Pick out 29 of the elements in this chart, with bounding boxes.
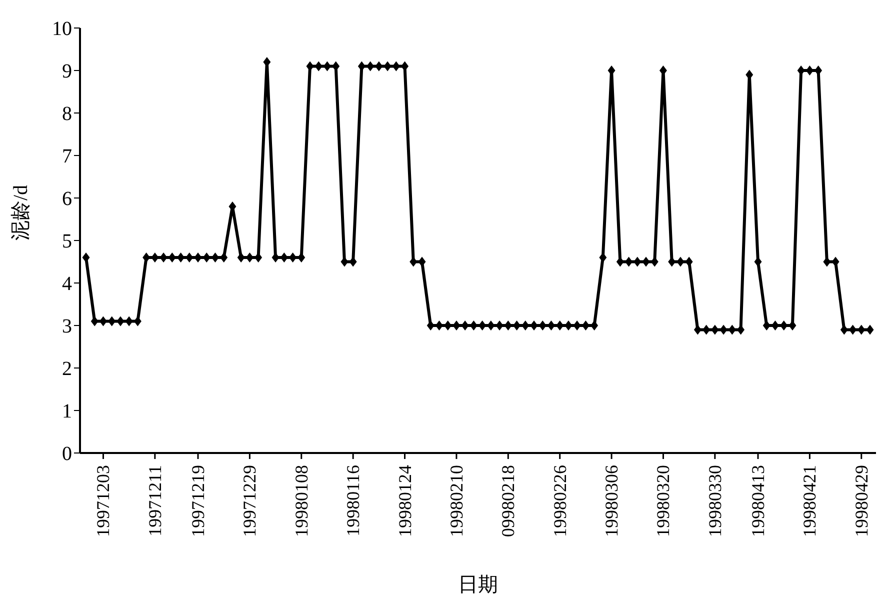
x-tick-label: 19980413 — [748, 465, 768, 537]
x-tick-label: 19971219 — [188, 465, 208, 537]
x-tick-label: 19980429 — [851, 465, 872, 537]
x-tick-label: 19980330 — [704, 465, 725, 537]
y-tick-label: 4 — [62, 273, 72, 296]
x-tick-label: 09980218 — [498, 465, 518, 537]
x-tick-label: 19971203 — [93, 465, 114, 537]
y-axis-title: 泥龄/d — [10, 184, 32, 240]
x-tick-label: 19980116 — [343, 465, 364, 536]
x-tick-label: 19980320 — [653, 465, 674, 537]
x-tick-label: 19980421 — [800, 465, 820, 537]
y-tick-label: 2 — [62, 358, 72, 380]
y-tick-label: 3 — [62, 316, 72, 338]
x-tick-label: 19971211 — [144, 465, 165, 536]
y-tick-label: 9 — [62, 60, 72, 83]
y-tick-label: 8 — [62, 103, 72, 126]
x-tick-label: 19980226 — [550, 465, 570, 537]
x-tick-label: 19971229 — [240, 465, 260, 537]
y-tick-label: 0 — [62, 443, 72, 466]
x-tick-label: 19980108 — [291, 465, 312, 537]
x-axis-title: 日期 — [458, 574, 498, 596]
y-tick-label: 6 — [62, 188, 72, 210]
y-tick-label: 7 — [62, 146, 72, 168]
y-tick-label: 5 — [62, 230, 72, 253]
y-tick-label: 1 — [62, 400, 72, 423]
x-tick-label: 19980210 — [446, 465, 466, 537]
y-tick-label: 10 — [52, 18, 72, 40]
x-tick-label: 19980124 — [394, 465, 415, 537]
x-tick-label: 19980306 — [602, 465, 622, 537]
